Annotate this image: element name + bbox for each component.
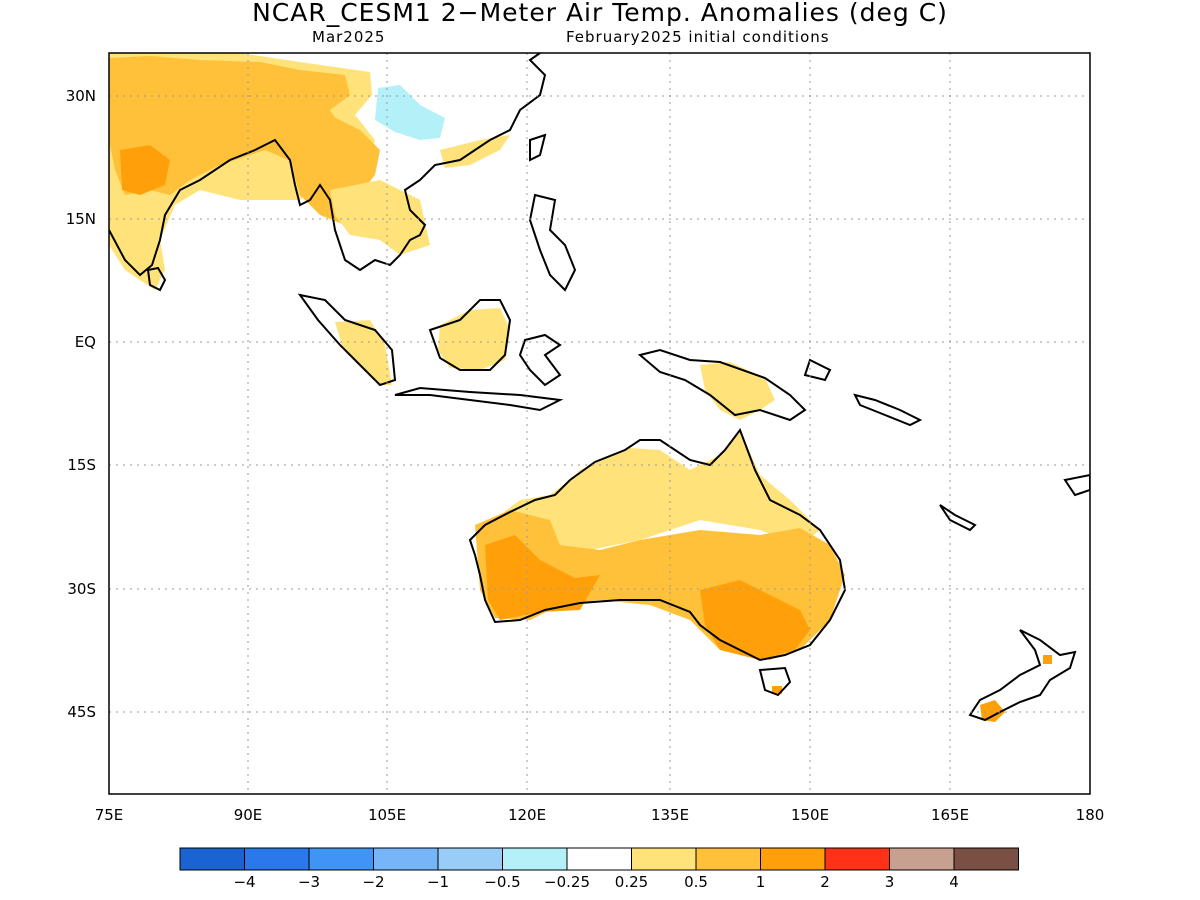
lat-tick-label: 45S <box>67 703 96 721</box>
colorbar-label: −4 <box>233 873 255 891</box>
lon-tick-label: 105E <box>368 806 406 824</box>
colorbar-swatch <box>566 847 632 871</box>
anomaly-region-borneo <box>438 308 510 370</box>
colorbar-swatch <box>760 847 826 871</box>
grid-lines <box>109 53 1090 794</box>
lat-tick-label: 15S <box>67 456 96 474</box>
colorbar-swatch <box>308 847 374 871</box>
lon-tick-label: 120E <box>508 806 546 824</box>
colorbar-label: 3 <box>885 873 895 891</box>
colorbar-label: −3 <box>298 873 320 891</box>
colorbar-label: 0.5 <box>684 873 708 891</box>
lon-tick-label: 90E <box>234 806 263 824</box>
colorbar: −4 −3 −2 −1 −0.5 −0.25 0.25 0.5 1 2 3 4 <box>179 847 1019 891</box>
anomaly-region-new-zealand <box>980 655 1052 722</box>
lon-axis: 75E 90E 105E 120E 135E 150E 165E 180 <box>95 806 1105 824</box>
anomaly-region-australia-west <box>485 535 600 620</box>
colorbar-label: −0.5 <box>484 873 520 891</box>
anomaly-field <box>109 53 1090 794</box>
colorbar-swatch <box>953 847 1019 871</box>
colorbar-label: −1 <box>427 873 449 891</box>
anomaly-region-thailand <box>330 180 430 255</box>
lat-tick-label: EQ <box>75 333 96 351</box>
colorbar-swatch <box>824 847 890 871</box>
lon-tick-label: 180 <box>1076 806 1105 824</box>
coastlines <box>109 53 1090 722</box>
lat-tick-label: 30S <box>67 580 96 598</box>
colorbar-swatch <box>179 847 245 871</box>
lon-tick-label: 135E <box>651 806 689 824</box>
lon-tick-label: 165E <box>931 806 969 824</box>
colorbar-swatch <box>244 847 310 871</box>
anomaly-region-australia-southeast <box>700 580 810 660</box>
lat-axis: 30N 15N EQ 15S 30S 45S <box>66 87 96 721</box>
colorbar-label: 2 <box>820 873 830 891</box>
colorbar-label: 4 <box>949 873 959 891</box>
colorbar-swatch <box>502 847 568 871</box>
anomaly-region-australia-north <box>500 430 820 550</box>
colorbar-swatch <box>373 847 439 871</box>
colorbar-label: 0.25 <box>615 873 648 891</box>
colorbar-swatch <box>695 847 761 871</box>
anomaly-region-new-guinea <box>700 362 775 420</box>
lat-tick-label: 15N <box>66 210 96 228</box>
anomaly-region-central-india <box>120 145 170 195</box>
initial-conditions: February2025 initial conditions <box>566 28 830 46</box>
lon-tick-label: 75E <box>95 806 124 824</box>
colorbar-label: 1 <box>756 873 766 891</box>
lon-tick-label: 150E <box>791 806 829 824</box>
forecast-month: Mar2025 <box>312 28 386 46</box>
colorbar-swatch <box>889 847 955 871</box>
map-title: NCAR_CESM1 2−Meter Air Temp. Anomalies (… <box>252 0 948 27</box>
colorbar-label: −0.25 <box>544 873 590 891</box>
map-frame <box>108 52 1091 795</box>
anomaly-region-china-cool <box>375 85 445 140</box>
lat-tick-label: 30N <box>66 87 96 105</box>
colorbar-swatch <box>437 847 503 871</box>
anomaly-region-sumatra <box>335 320 392 385</box>
colorbar-swatch <box>631 847 697 871</box>
colorbar-label: −2 <box>362 873 384 891</box>
anomaly-region-south-china <box>440 135 510 168</box>
